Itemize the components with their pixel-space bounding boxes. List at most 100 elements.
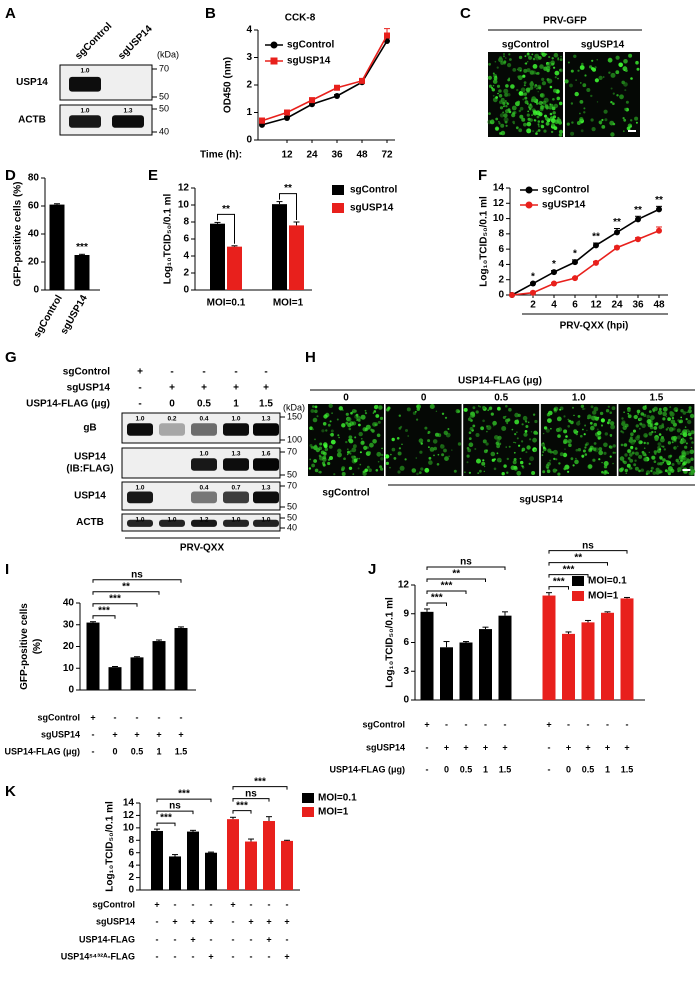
cell bbox=[580, 434, 583, 438]
significance: ** bbox=[592, 232, 600, 243]
condition-value: + bbox=[137, 367, 143, 378]
y-tick-label: 4 bbox=[498, 259, 504, 270]
cell bbox=[686, 458, 691, 464]
point bbox=[614, 244, 620, 251]
cell bbox=[680, 464, 684, 469]
condition-value: 0.5 bbox=[582, 764, 595, 774]
cell bbox=[662, 411, 667, 417]
cell bbox=[567, 439, 572, 444]
cell bbox=[436, 463, 440, 466]
cell bbox=[598, 447, 603, 451]
cell bbox=[608, 418, 611, 422]
cell bbox=[676, 435, 681, 440]
cell bbox=[626, 448, 632, 454]
x-tick-label: 36 bbox=[632, 300, 644, 311]
cell bbox=[546, 469, 551, 474]
y-tick-label: 8 bbox=[498, 228, 504, 239]
cell bbox=[544, 116, 549, 121]
band bbox=[253, 491, 279, 504]
y-tick-label: 0 bbox=[33, 285, 39, 296]
cell bbox=[468, 442, 474, 448]
cell bbox=[656, 448, 662, 454]
cell bbox=[648, 410, 652, 413]
cell bbox=[374, 423, 377, 426]
cell bbox=[341, 423, 346, 428]
cell bbox=[627, 123, 633, 128]
cell bbox=[601, 461, 603, 464]
marker-label: 50 bbox=[287, 469, 297, 479]
cell bbox=[351, 447, 357, 453]
condition-value: + bbox=[444, 742, 449, 752]
cell bbox=[330, 429, 334, 433]
cell bbox=[658, 407, 662, 411]
cell bbox=[668, 441, 671, 445]
cell bbox=[689, 449, 695, 455]
cell bbox=[547, 448, 552, 453]
cell bbox=[587, 464, 593, 470]
point bbox=[270, 41, 278, 49]
cell bbox=[657, 462, 661, 466]
panel-letter: F bbox=[478, 167, 487, 184]
cell bbox=[680, 409, 684, 413]
panel-letter: C bbox=[460, 5, 471, 22]
image-label: 1.0 bbox=[572, 393, 586, 404]
marker-label: 50 bbox=[287, 512, 297, 522]
cell bbox=[573, 54, 577, 58]
cell bbox=[489, 406, 493, 410]
cell bbox=[466, 446, 470, 450]
cell bbox=[503, 55, 505, 58]
condition-value: + bbox=[566, 742, 571, 752]
cell bbox=[338, 436, 340, 439]
significance: * bbox=[573, 248, 577, 259]
cell bbox=[323, 414, 328, 419]
cell bbox=[399, 465, 405, 471]
cell bbox=[524, 430, 528, 433]
cell bbox=[673, 446, 677, 450]
cell bbox=[429, 404, 435, 409]
cell bbox=[486, 425, 488, 428]
cell bbox=[492, 79, 498, 84]
cell bbox=[569, 439, 572, 442]
cell bbox=[532, 109, 537, 114]
cell bbox=[488, 112, 491, 115]
condition-value: - bbox=[504, 719, 507, 729]
condition-value: 1.5 bbox=[621, 764, 634, 774]
cell bbox=[609, 411, 612, 415]
cell bbox=[480, 426, 484, 431]
significance: *** bbox=[563, 564, 575, 575]
cell bbox=[532, 130, 535, 133]
point bbox=[635, 216, 641, 223]
cell bbox=[586, 429, 588, 432]
cell bbox=[521, 423, 524, 426]
comparison-bracket bbox=[92, 591, 160, 595]
cell bbox=[518, 55, 523, 60]
y-axis-label: Log₁₀TCID₅₀/0.1 ml bbox=[163, 194, 174, 285]
cell bbox=[498, 122, 501, 125]
cell bbox=[312, 405, 315, 408]
cell bbox=[624, 107, 627, 111]
cell bbox=[424, 467, 430, 473]
condition-value: - bbox=[286, 899, 289, 909]
cell bbox=[365, 424, 371, 430]
image-label: sgUSP14 bbox=[581, 40, 625, 51]
image-title: PRV-GFP bbox=[543, 16, 587, 27]
cell bbox=[600, 424, 604, 427]
cell bbox=[639, 417, 643, 421]
cell bbox=[529, 82, 534, 87]
cell bbox=[329, 433, 332, 436]
cell bbox=[482, 405, 486, 410]
x-tick-label: 48 bbox=[653, 300, 665, 311]
comparison-bracket bbox=[217, 213, 235, 244]
bar bbox=[601, 612, 614, 700]
cell bbox=[540, 51, 544, 56]
condition-value: - bbox=[136, 712, 139, 722]
cell bbox=[327, 461, 331, 466]
cell bbox=[661, 425, 665, 429]
cell bbox=[576, 121, 581, 125]
cell bbox=[542, 442, 545, 444]
condition-value: + bbox=[248, 916, 253, 926]
cell bbox=[376, 451, 382, 457]
band bbox=[191, 519, 217, 527]
cell bbox=[322, 422, 327, 426]
cell bbox=[584, 424, 587, 427]
